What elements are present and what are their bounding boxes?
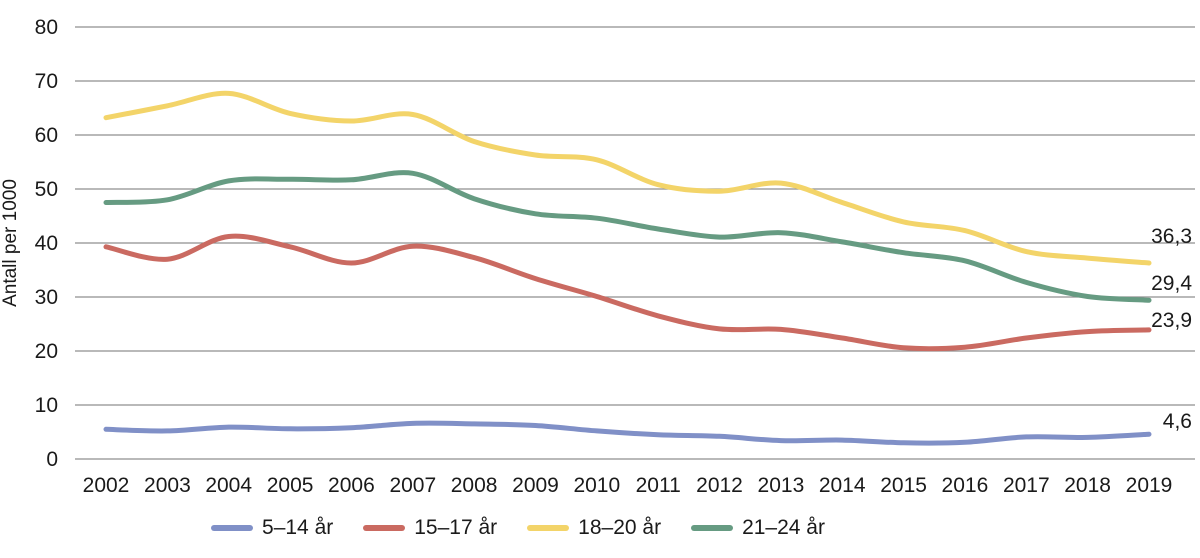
series-line-1 [103,233,1152,352]
series-end-label-2: 36,3 [1151,225,1192,248]
series-line-2 [103,90,1152,266]
series-end-label-3: 29,4 [1151,272,1192,295]
series-line-0 [103,420,1152,446]
x-tick-label-2015: 2015 [880,474,927,497]
legend-label-1: 15–17 år [414,516,498,539]
legend-label-3: 21–24 år [742,516,825,539]
x-tick-label-2006: 2006 [328,474,375,497]
series-end-label-1: 23,9 [1151,309,1192,332]
y-axis-title: Antall per 1000 [0,179,21,307]
y-tick-label-10: 10 [35,394,58,417]
legend-swatch-2 [527,525,570,531]
x-tick-label-2016: 2016 [942,474,989,497]
x-tick-label-2003: 2003 [144,474,191,497]
legend-item-1: 15–17 år [363,516,497,540]
series-line-3 [103,170,1152,303]
legend-swatch-3 [691,525,734,531]
chart-canvas: 0 10 20 30 40 50 60 70 80 Antall per 1000 2002 2003… [0,16,1195,497]
x-tick-label-2012: 2012 [696,474,743,497]
legend-item-0: 5–14 år [211,516,333,540]
x-tick-label-2010: 2010 [573,474,620,497]
x-tick-label-2007: 2007 [389,474,436,497]
legend-item-2: 18–20 år [527,516,661,540]
x-tick-label-2018: 2018 [1064,474,1111,497]
x-tick-label-2017: 2017 [1003,474,1050,497]
x-tick-label-2002: 2002 [83,474,130,497]
chart-legend: 5–14 år 15–17 år 18–20 år 21–24 år [0,516,1118,540]
x-tick-label-2019: 2019 [1126,474,1173,497]
legend-item-3: 21–24 år [691,516,825,540]
y-tick-label-60: 60 [35,124,58,147]
legend-swatch-0 [211,525,254,531]
legend-label-0: 5–14 år [262,516,334,539]
y-tick-label-80: 80 [35,16,58,39]
legend-swatch-1 [363,525,406,531]
x-tick-label-2011: 2011 [636,474,681,497]
legend-label-2: 18–20 år [578,516,662,539]
x-tick-label-2008: 2008 [451,474,498,497]
y-tick-label-30: 30 [35,286,58,309]
x-tick-label-2004: 2004 [205,474,252,497]
x-tick-label-2014: 2014 [819,474,866,497]
series-end-label-0: 4,6 [1163,410,1192,433]
y-tick-label-50: 50 [35,178,58,201]
x-tick-label-2013: 2013 [758,474,805,497]
y-tick-label-20: 20 [35,340,58,363]
x-tick-label-2009: 2009 [512,474,559,497]
y-tick-label-70: 70 [35,70,58,93]
y-tick-label-0: 0 [46,448,58,471]
x-tick-label-2005: 2005 [267,474,314,497]
y-tick-label-40: 40 [35,232,58,255]
